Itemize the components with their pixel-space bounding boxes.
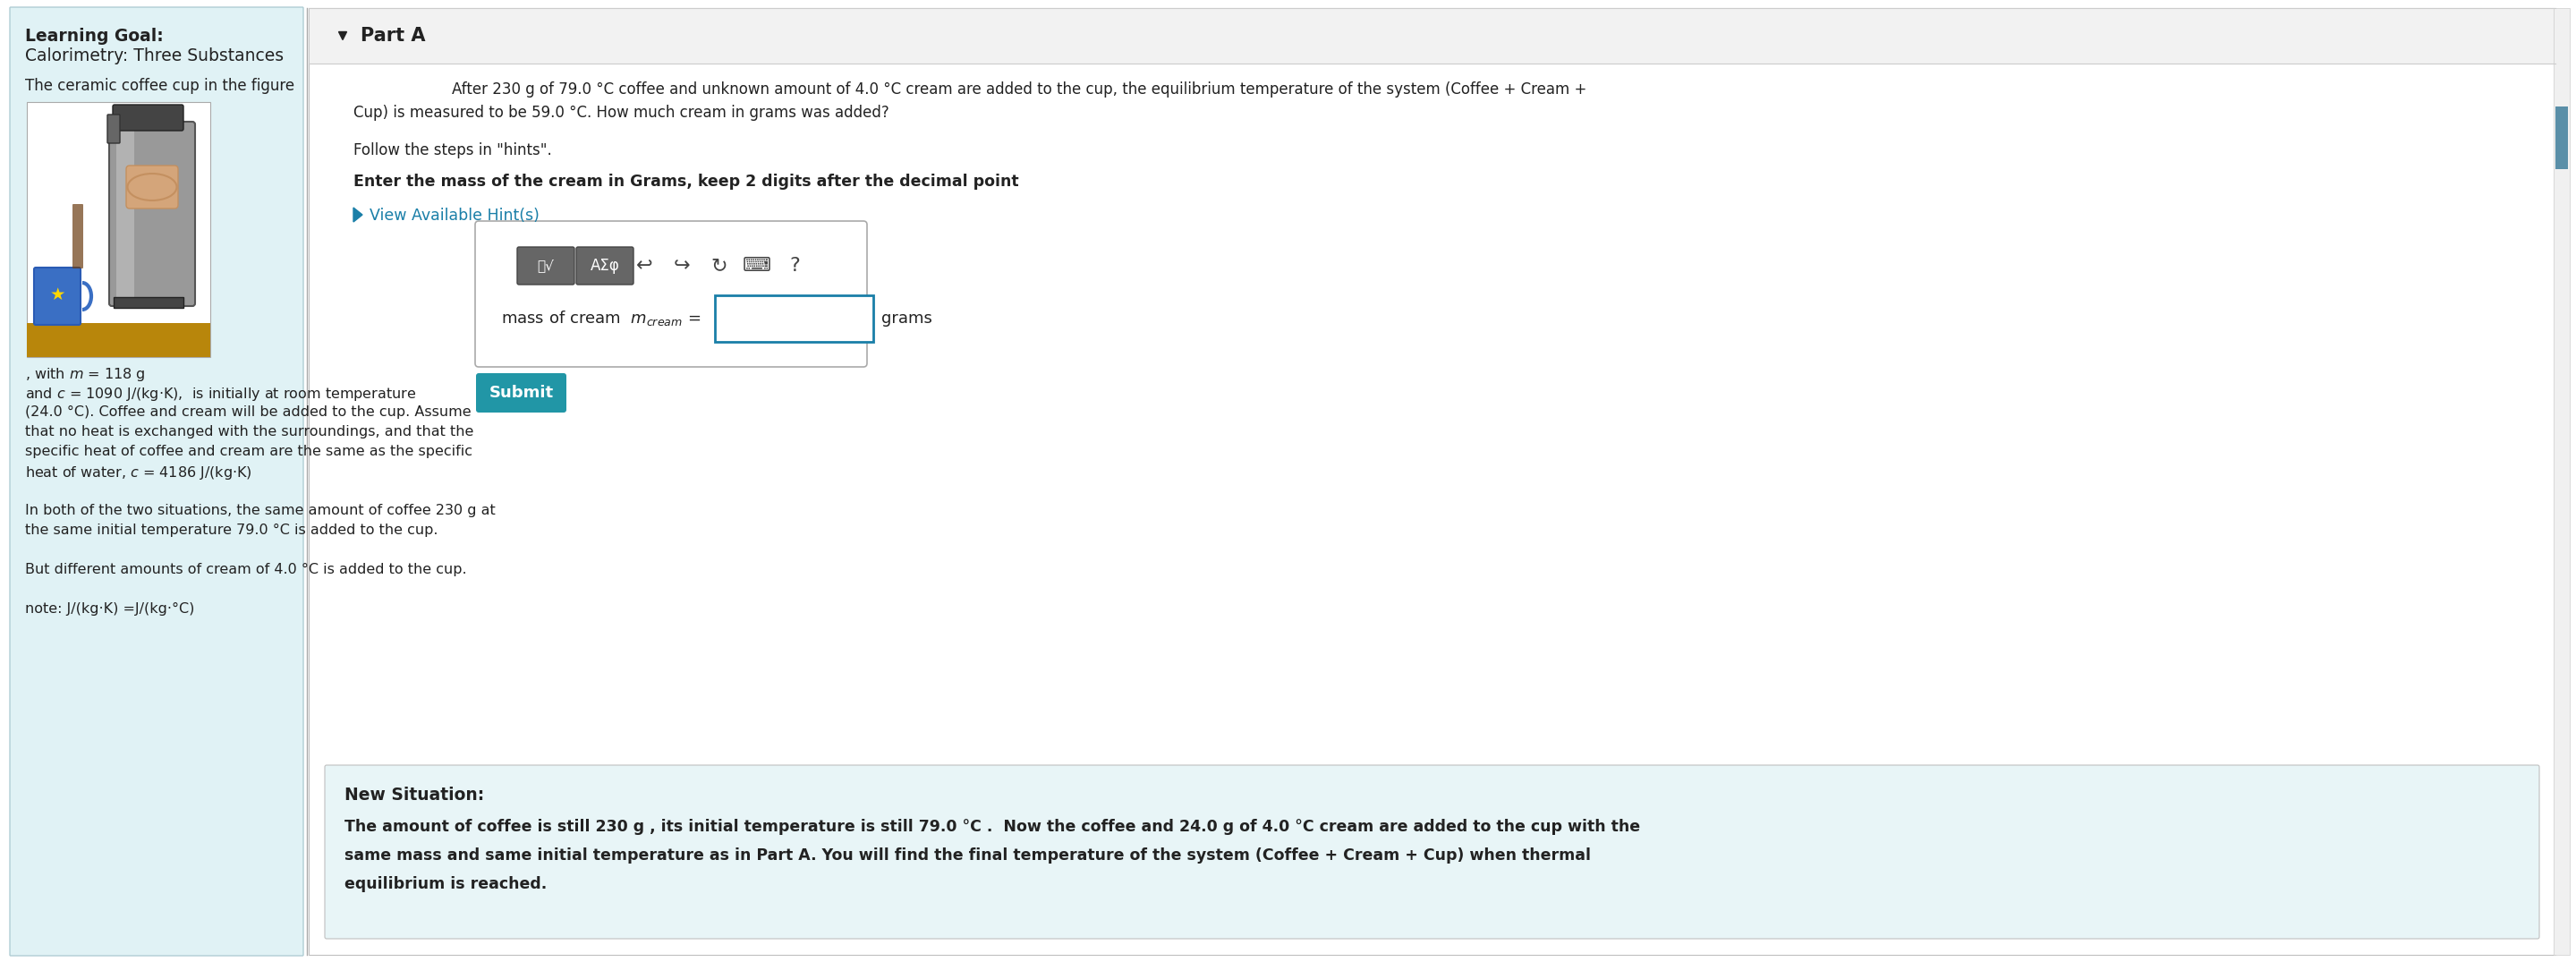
Text: Part A: Part A (361, 27, 425, 45)
Text: After 230 g of 79.0 °C coffee and unknown amount of 4.0 °C cream are added to th: After 230 g of 79.0 °C coffee and unknow… (451, 82, 1587, 97)
Text: The amount of coffee is still 230 g , its initial temperature is still 79.0 °C .: The amount of coffee is still 230 g , it… (345, 819, 1641, 835)
Text: ↻: ↻ (711, 257, 726, 275)
Text: that no heat is exchanged with the surroundings, and that the: that no heat is exchanged with the surro… (26, 425, 474, 439)
FancyBboxPatch shape (309, 8, 2555, 63)
Bar (113, 297, 183, 308)
Bar (2555, 107, 2568, 169)
FancyBboxPatch shape (26, 102, 211, 357)
Bar (26, 323, 211, 357)
Text: Submit: Submit (489, 385, 554, 401)
FancyBboxPatch shape (577, 247, 634, 285)
FancyBboxPatch shape (309, 8, 2555, 955)
Text: But different amounts of cream of 4.0 °C is added to the cup.: But different amounts of cream of 4.0 °C… (26, 563, 466, 576)
Text: Cup) is measured to be 59.0 °C. How much cream in grams was added?: Cup) is measured to be 59.0 °C. How much… (353, 105, 889, 121)
Text: mass of cream  $m_{cream}$ =: mass of cream $m_{cream}$ = (502, 309, 701, 328)
FancyBboxPatch shape (518, 247, 574, 285)
Text: ★: ★ (49, 286, 64, 303)
Text: and $c$ = 1090 J/(kg·K),  is initially at room temperature: and $c$ = 1090 J/(kg·K), is initially at… (26, 386, 417, 403)
Text: grams: grams (881, 311, 933, 327)
Text: (24.0 °C). Coffee and cream will be added to the cup. Assume: (24.0 °C). Coffee and cream will be adde… (26, 405, 471, 418)
Text: heat of water, $c$ = 4186 J/(kg·K): heat of water, $c$ = 4186 J/(kg·K) (26, 465, 252, 481)
FancyBboxPatch shape (113, 105, 183, 131)
FancyBboxPatch shape (474, 221, 868, 367)
FancyBboxPatch shape (72, 204, 82, 268)
Text: Follow the steps in "hints".: Follow the steps in "hints". (353, 142, 551, 159)
FancyBboxPatch shape (325, 765, 2540, 939)
Text: ↪: ↪ (672, 257, 690, 275)
FancyBboxPatch shape (108, 122, 196, 306)
FancyBboxPatch shape (33, 267, 80, 325)
Text: specific heat of coffee and cream are the same as the specific: specific heat of coffee and cream are th… (26, 444, 471, 458)
Text: note: J/(kg·K) =J/(kg·°C): note: J/(kg·K) =J/(kg·°C) (26, 602, 196, 616)
Bar (116, 129, 134, 299)
Ellipse shape (126, 173, 178, 200)
FancyBboxPatch shape (477, 373, 567, 413)
Text: same mass and same initial temperature as in Part A. You will find the final tem: same mass and same initial temperature a… (345, 848, 1592, 864)
Text: the same initial temperature 79.0 °C is added to the cup.: the same initial temperature 79.0 °C is … (26, 523, 438, 537)
Text: ΑΣφ: ΑΣφ (590, 258, 618, 274)
FancyBboxPatch shape (716, 295, 873, 342)
Text: equilibrium is reached.: equilibrium is reached. (345, 876, 546, 892)
Text: ⬛√: ⬛√ (538, 259, 554, 272)
Polygon shape (353, 208, 363, 222)
Text: View Available Hint(s): View Available Hint(s) (368, 208, 538, 224)
Bar (2553, 8, 2571, 955)
Text: ⌨: ⌨ (742, 257, 770, 275)
Polygon shape (337, 32, 348, 39)
Text: Learning Goal:: Learning Goal: (26, 28, 162, 45)
Text: Calorimetry: Three Substances: Calorimetry: Three Substances (26, 47, 283, 64)
Text: Enter the mass of the cream in Grams, keep 2 digits after the decimal point: Enter the mass of the cream in Grams, ke… (353, 173, 1018, 190)
Text: In both of the two situations, the same amount of coffee 230 g at: In both of the two situations, the same … (26, 504, 495, 518)
FancyBboxPatch shape (108, 114, 121, 143)
Text: , with $m$ = 118 g: , with $m$ = 118 g (26, 366, 147, 383)
Text: ?: ? (788, 257, 799, 275)
FancyBboxPatch shape (126, 165, 178, 209)
Text: New Situation:: New Situation: (345, 787, 484, 803)
Text: The ceramic coffee cup in the figure: The ceramic coffee cup in the figure (26, 78, 294, 94)
FancyBboxPatch shape (10, 7, 304, 955)
Text: ↩: ↩ (636, 257, 652, 275)
